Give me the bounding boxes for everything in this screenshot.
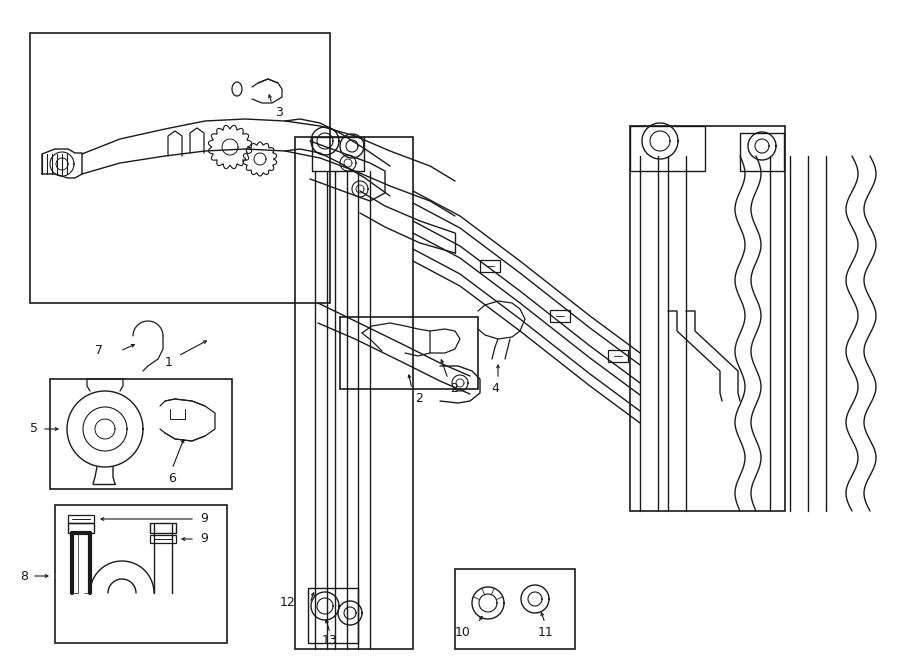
Bar: [150, 523, 176, 533]
Text: 8: 8: [20, 570, 28, 582]
Bar: [68, 523, 94, 533]
Text: 5: 5: [30, 422, 38, 436]
Text: 10: 10: [455, 627, 471, 639]
Bar: [150, 535, 176, 543]
Text: 6: 6: [168, 473, 176, 485]
Text: 11: 11: [538, 627, 554, 639]
Text: 1: 1: [165, 356, 173, 369]
Bar: [608, 350, 628, 362]
Text: 3: 3: [275, 106, 283, 120]
Bar: [455, 569, 575, 649]
Text: 2: 2: [415, 393, 423, 405]
Bar: [55, 505, 227, 643]
Bar: [308, 588, 358, 643]
Bar: [340, 317, 478, 389]
Bar: [312, 137, 364, 171]
Bar: [68, 515, 94, 523]
Text: 9: 9: [200, 533, 208, 545]
Text: 7: 7: [95, 344, 103, 358]
Bar: [50, 379, 232, 489]
Bar: [480, 260, 500, 272]
Bar: [550, 310, 570, 322]
Text: 12: 12: [279, 596, 295, 609]
Text: 9: 9: [200, 512, 208, 525]
Text: 13: 13: [322, 635, 338, 648]
Bar: [630, 126, 705, 171]
Bar: [630, 126, 785, 511]
Bar: [295, 137, 413, 649]
Text: 4: 4: [491, 383, 499, 395]
Text: 2: 2: [450, 383, 458, 395]
Bar: [30, 33, 330, 303]
Bar: [740, 133, 784, 171]
